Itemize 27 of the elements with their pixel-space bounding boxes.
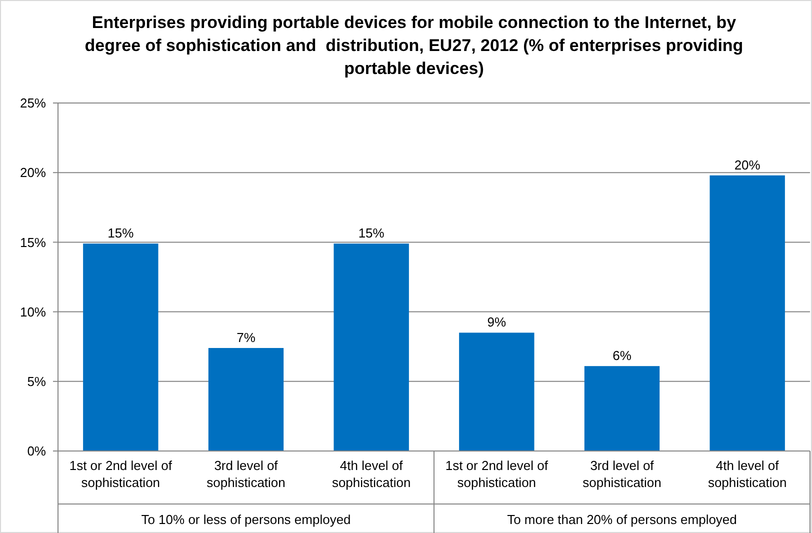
y-tick-label: 25% xyxy=(20,96,46,111)
x-tick-label: 4th level of sophistication xyxy=(332,458,411,490)
y-tick-label: 15% xyxy=(20,234,46,250)
text: To 10% or less of persons employed xyxy=(141,512,351,527)
x-tick-label: 4th level of sophistication xyxy=(708,458,787,490)
bar xyxy=(208,348,284,451)
bar xyxy=(584,366,660,451)
data-label: 20% xyxy=(734,157,761,172)
x-tick-label: 1st or 2nd level of sophistication xyxy=(445,458,548,490)
bar xyxy=(83,244,158,451)
data-label: 9% xyxy=(487,314,506,330)
data-label: 6% xyxy=(612,348,632,364)
chart-title: Enterprises providing portable devices for mobile connection to the Internet, by degree of sophistication and distribution, EU27, 2012 (% of enterprises providing portable devices) xyxy=(84,13,744,78)
y-tick-label: 20% xyxy=(20,165,46,180)
y-tick-label: 5% xyxy=(27,374,46,389)
x-tick-label: 1st or 2nd level of sophistication xyxy=(69,458,172,490)
x-tick-label: 3rd level of sophistication xyxy=(206,458,286,490)
data-label: 15% xyxy=(108,226,134,241)
x-tick-label: 3rd level of sophistication xyxy=(582,458,662,490)
y-tick-label: 10% xyxy=(20,304,46,320)
data-label: 15% xyxy=(358,226,385,241)
bar xyxy=(459,332,534,451)
text: To more than 20% of persons employed xyxy=(507,512,737,527)
bar xyxy=(334,244,409,451)
data-label: 7% xyxy=(236,330,256,345)
bar xyxy=(710,175,785,451)
y-tick-label: 0% xyxy=(27,444,46,459)
